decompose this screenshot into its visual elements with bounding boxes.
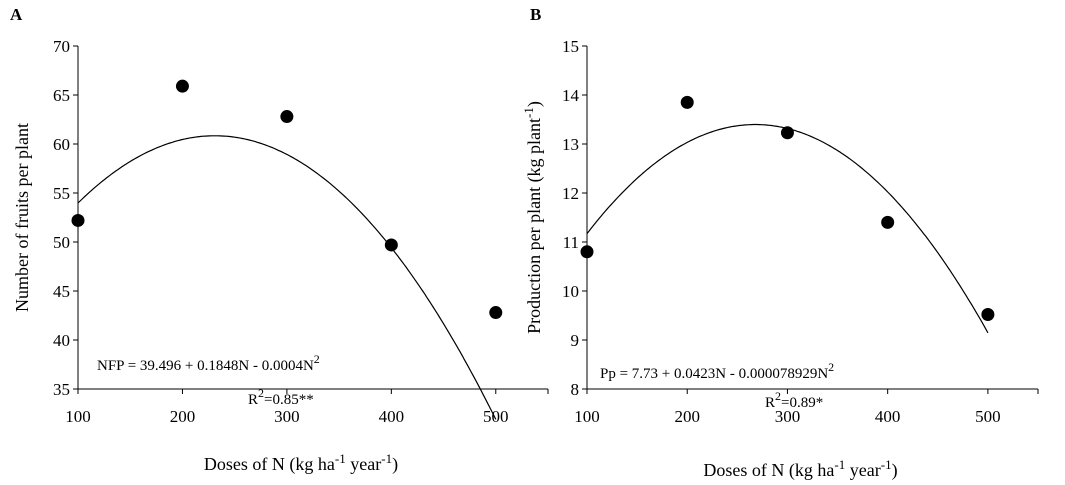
r-squared: R2=0.89* (765, 389, 823, 411)
y-tick-label: 11 (563, 233, 579, 252)
data-point (881, 215, 895, 229)
data-point (384, 238, 398, 252)
x-tick-label: 400 (379, 407, 405, 426)
data-point (280, 110, 294, 124)
y-tick-label: 10 (562, 282, 579, 301)
x-tick-label: 300 (775, 407, 801, 426)
x-tick-label: 300 (274, 407, 300, 426)
y-tick-label: 60 (53, 135, 70, 154)
x-axis-title: Doses of N (kg ha-1 year-1) (204, 451, 398, 476)
y-tick-label: 9 (571, 331, 580, 350)
data-point (981, 308, 995, 322)
data-point (71, 213, 85, 227)
x-tick-label: 100 (574, 407, 600, 426)
data-point (489, 306, 503, 320)
data-point (175, 79, 189, 93)
r-squared: R2=0.85** (248, 386, 314, 408)
y-tick-label: 45 (53, 282, 70, 301)
x-tick-label: 500 (975, 407, 1001, 426)
y-tick-label: 70 (53, 37, 70, 56)
fit-curve (586, 123, 989, 334)
y-tick-label: 14 (562, 86, 580, 105)
panel-label: B (530, 5, 541, 24)
y-axis-title: Number of fruits per plant (12, 123, 32, 312)
panel-b: B 8 9 10 11 12 13 14 15 100 200 300 400 500 Doses of N… (521, 5, 1039, 481)
y-tick-label: 12 (562, 184, 579, 203)
y-tick-label: 35 (53, 380, 70, 399)
data-point (580, 245, 594, 259)
regression-equation: Pp = 7.73 + 0.0423N - 0.000078929N2 (600, 360, 834, 382)
x-tick-label: 200 (170, 407, 196, 426)
y-tick-label: 55 (53, 184, 70, 203)
panel-label: A (10, 5, 23, 24)
regression-equation: NFP = 39.496 + 0.1848N - 0.0004N2 (97, 352, 320, 374)
panel-a: A 35 40 45 50 55 60 65 70 100 200 300 400 500 Doses of… (10, 5, 549, 476)
x-tick-label: 100 (65, 407, 91, 426)
y-tick-label: 15 (562, 37, 579, 56)
data-point (780, 126, 794, 140)
y-tick-label: 65 (53, 86, 70, 105)
y-tick-label: 13 (562, 135, 579, 154)
x-tick-label: 500 (483, 407, 509, 426)
x-tick-label: 200 (674, 407, 700, 426)
fit-curve (77, 135, 497, 420)
y-tick-label: 40 (53, 331, 70, 350)
y-tick-label: 8 (571, 380, 580, 399)
y-tick-label: 50 (53, 233, 70, 252)
y-axis-title: Production per plant (kg plant-1) (521, 101, 546, 334)
data-point (680, 95, 694, 109)
x-axis-title: Doses of N (kg ha-1 year-1) (703, 457, 897, 482)
x-tick-label: 400 (875, 407, 901, 426)
